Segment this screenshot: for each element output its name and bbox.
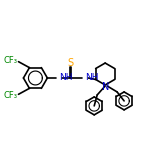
Text: N: N — [102, 82, 110, 92]
Text: NH: NH — [85, 74, 99, 83]
Text: S: S — [68, 58, 74, 68]
Text: NH: NH — [59, 74, 73, 83]
Text: CF₃: CF₃ — [3, 91, 17, 100]
Text: CF₃: CF₃ — [3, 56, 17, 65]
